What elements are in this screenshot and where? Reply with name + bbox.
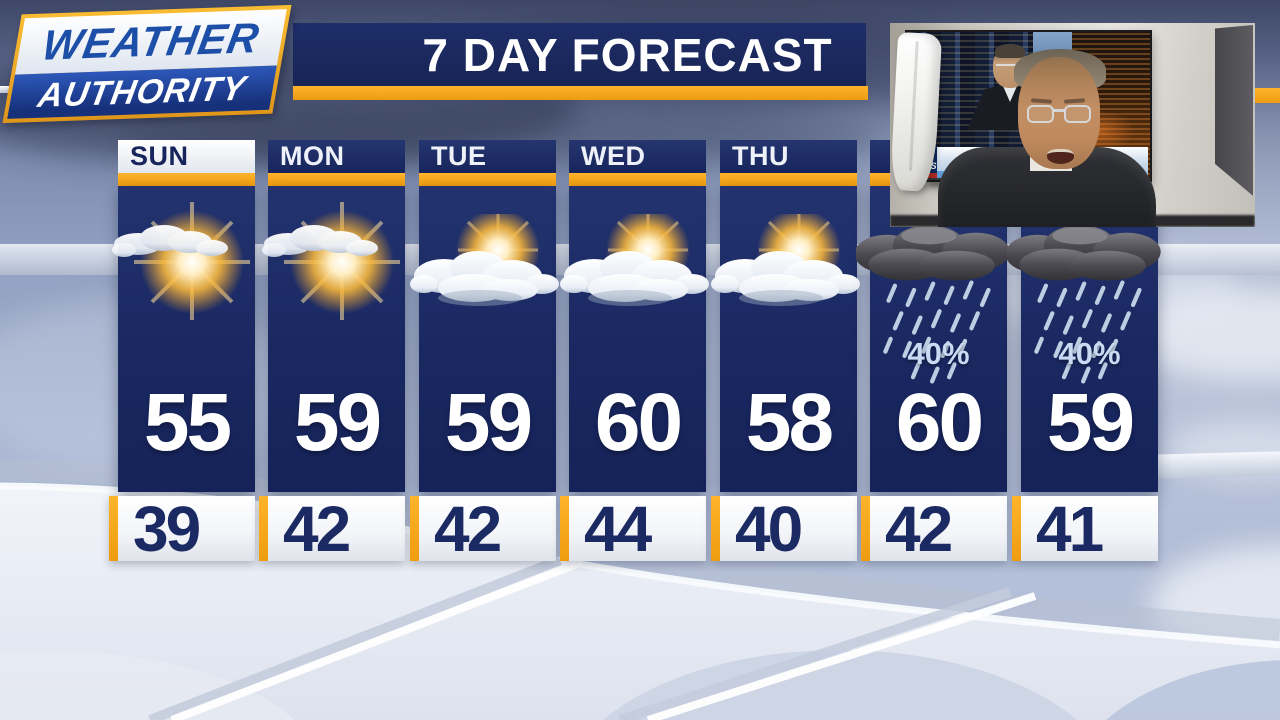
day-column-wed: WED 60 44 bbox=[560, 140, 711, 561]
day-header: WED bbox=[569, 140, 706, 173]
high-temp: 59 bbox=[293, 377, 382, 468]
precip-chance: 40% bbox=[907, 336, 970, 371]
precip-chance: 40% bbox=[1058, 336, 1121, 371]
day-label: TUE bbox=[431, 141, 487, 171]
partly-cloudy-icon bbox=[410, 214, 561, 308]
high-temp: 59 bbox=[444, 377, 533, 468]
day-label: WED bbox=[581, 141, 646, 171]
low-temp: 44 bbox=[584, 492, 652, 565]
day-accent-bar bbox=[419, 173, 556, 186]
day-accent-bar bbox=[118, 173, 255, 186]
day-body: 40% 59 bbox=[1021, 186, 1158, 492]
day-body: 55 bbox=[112, 186, 255, 492]
day-header: SUN bbox=[118, 140, 255, 173]
day-label: MON bbox=[280, 141, 345, 171]
low-temp: 40 bbox=[735, 492, 803, 565]
high-temp: 58 bbox=[745, 377, 834, 468]
low-temp-box: 39 bbox=[109, 496, 255, 561]
day-header: TUE bbox=[419, 140, 556, 173]
day-body: 58 bbox=[711, 186, 862, 492]
page-title: 7 DAY FORECAST bbox=[422, 28, 833, 81]
logo-line-weather: WEATHER bbox=[15, 9, 287, 75]
title-underline-bar bbox=[293, 86, 868, 100]
mostly-sunny-icon bbox=[112, 200, 252, 320]
presenter-glasses bbox=[1025, 105, 1093, 125]
high-temp: 60 bbox=[594, 377, 683, 468]
day-column-tue: TUE 59 42 bbox=[410, 140, 561, 561]
day-accent-bar bbox=[569, 173, 706, 186]
title-underline-fragment bbox=[1253, 88, 1280, 103]
low-temp: 42 bbox=[434, 492, 502, 565]
low-temp-box: 42 bbox=[410, 496, 556, 561]
partly-cloudy-icon bbox=[560, 214, 711, 308]
low-temp: 39 bbox=[133, 492, 201, 565]
low-temp-box: 40 bbox=[711, 496, 857, 561]
mostly-sunny-icon bbox=[262, 200, 402, 320]
presenter-video-inset: DR. FORMER U.S. NA MANDER FOX NEWS bbox=[890, 23, 1255, 227]
day-header: THU bbox=[720, 140, 857, 173]
day-accent-bar bbox=[268, 173, 405, 186]
day-body: 59 bbox=[262, 186, 405, 492]
day-column-thu: THU 58 40 bbox=[711, 140, 862, 561]
day-body: 60 bbox=[560, 186, 711, 492]
low-temp-box: 42 bbox=[861, 496, 1007, 561]
presenter-mouth bbox=[1047, 149, 1074, 164]
title-banner: 7 DAY FORECAST bbox=[293, 23, 866, 86]
low-temp: 41 bbox=[1036, 492, 1104, 565]
low-temp-box: 44 bbox=[560, 496, 706, 561]
day-body: 40% 60 bbox=[870, 186, 1007, 492]
low-temp-box: 42 bbox=[259, 496, 405, 561]
high-temp: 60 bbox=[895, 377, 984, 468]
day-column-mon: MON 59 42 bbox=[259, 140, 405, 561]
high-temp: 59 bbox=[1046, 377, 1135, 468]
day-column-sun: SUN 55 39 bbox=[109, 140, 255, 561]
day-label: THU bbox=[732, 141, 789, 171]
logo-line-authority: AUTHORITY bbox=[7, 65, 277, 119]
day-header: MON bbox=[268, 140, 405, 173]
day-accent-bar bbox=[720, 173, 857, 186]
day-column-7: 40% 59 41 bbox=[1021, 140, 1158, 561]
high-temp: 55 bbox=[143, 377, 232, 468]
day-body: 59 bbox=[410, 186, 561, 492]
low-temp-box: 41 bbox=[1012, 496, 1158, 561]
wall-panel bbox=[1215, 25, 1253, 196]
day-label: SUN bbox=[130, 141, 189, 171]
partly-cloudy-icon bbox=[711, 214, 862, 308]
low-temp: 42 bbox=[885, 492, 953, 565]
weather-authority-logo: WEATHER AUTHORITY bbox=[2, 4, 292, 124]
low-temp: 42 bbox=[283, 492, 351, 565]
